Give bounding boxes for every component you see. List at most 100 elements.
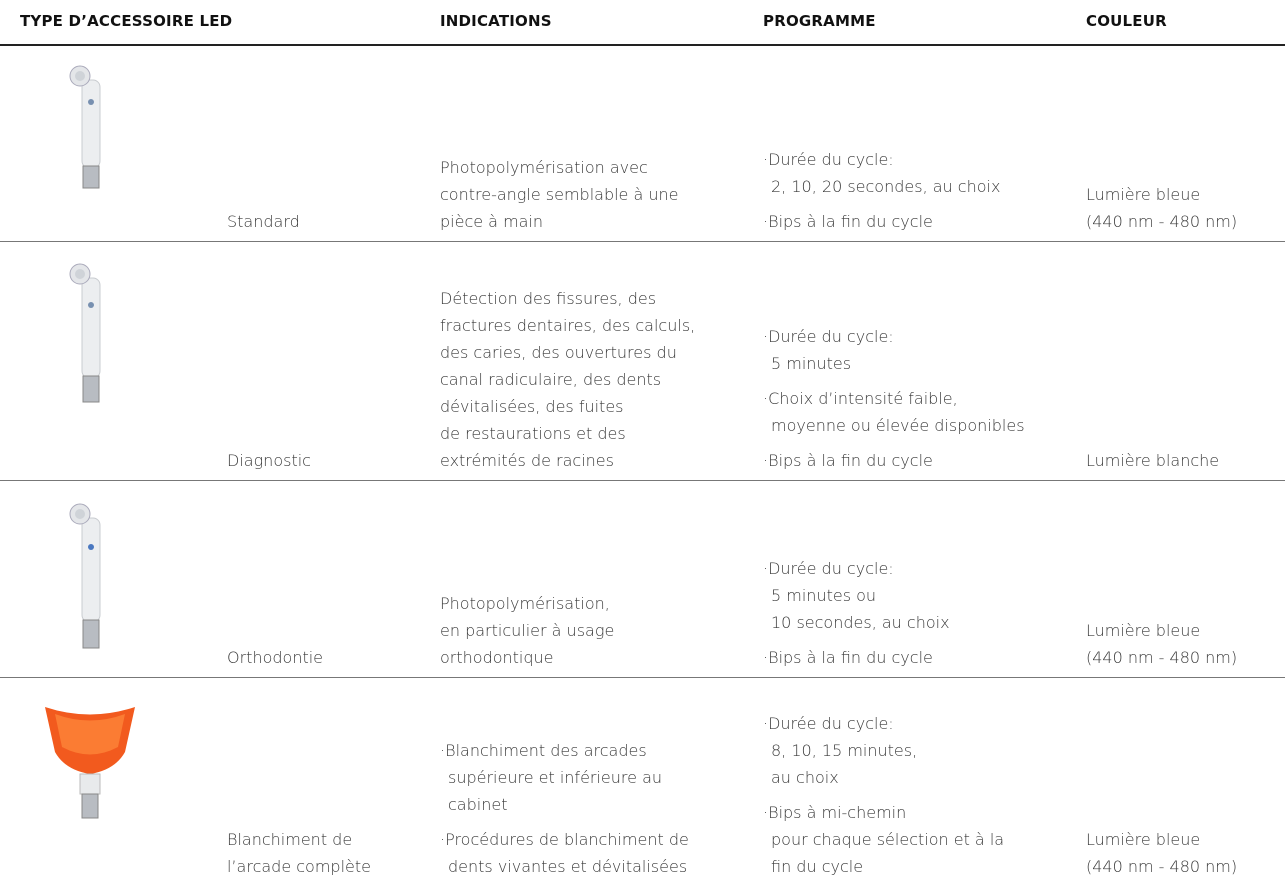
text-line: 5 minutes xyxy=(771,354,852,373)
product-image xyxy=(45,707,135,819)
table-cell: Lumière bleue (440 nm - 480 nm) xyxy=(1086,181,1281,235)
text-line: cabinet xyxy=(448,795,508,814)
text-line: ·Durée du cycle: xyxy=(763,559,894,578)
text-group: ·Durée du cycle: 2, 10, 20 secondes, au c… xyxy=(763,146,1073,200)
row-rule xyxy=(0,480,1285,481)
text-group: ·Durée du cycle: 8, 10, 15 minutes, au cho… xyxy=(763,710,1073,791)
text-line: Lumière bleue xyxy=(1086,621,1201,640)
table-cell: Orthodontie xyxy=(227,644,427,671)
text-line: l’arcade complète xyxy=(227,857,371,876)
text-line: dévitalisées, des fuites xyxy=(440,397,624,416)
text-group: Standard xyxy=(227,208,427,235)
text-group: ·Durée du cycle: 5 minutes xyxy=(763,323,1073,377)
text-line: pour chaque sélection et à la xyxy=(771,830,1005,849)
table-cell: Standard xyxy=(227,208,427,235)
text-line: 5 minutes ou xyxy=(771,586,877,605)
text-line: ·Blanchiment des arcades xyxy=(440,741,647,760)
text-group: Photopolymérisation avec contre-angle sem… xyxy=(440,154,750,235)
text-line: Lumière bleue xyxy=(1086,830,1201,849)
text-line: Standard xyxy=(227,212,300,231)
text-line: Blanchiment de xyxy=(227,830,353,849)
table-cell: Diagnostic xyxy=(227,447,427,474)
text-line: pièce à main xyxy=(440,212,544,231)
table-cell: Blanchiment de l’arcade complète xyxy=(227,826,427,880)
text-group: Diagnostic xyxy=(227,447,427,474)
text-line: ·Durée du cycle: xyxy=(763,150,894,169)
text-line: Détection des fissures, des xyxy=(440,289,657,308)
text-line: ·Choix d’intensité faible, xyxy=(763,389,958,408)
text-group: ·Bips à mi-chemin pour chaque sélection e… xyxy=(763,799,1073,880)
text-line: extrémités de racines xyxy=(440,451,614,470)
text-group: Photopolymérisation, en particulier à usa… xyxy=(440,590,750,671)
text-line: de restaurations et des xyxy=(440,424,626,443)
column-header: PROGRAMME xyxy=(763,12,876,30)
text-group: Lumière bleue (440 nm - 480 nm) xyxy=(1086,826,1281,880)
text-line: Photopolymérisation, xyxy=(440,594,610,613)
table-cell: Lumière bleue (440 nm - 480 nm) xyxy=(1086,826,1281,880)
table-cell: ·Durée du cycle: 5 minutes ·Choix d’intens… xyxy=(763,323,1073,474)
table-cell: ·Durée du cycle: 5 minutes ou 10 secondes,… xyxy=(763,555,1073,671)
handpiece xyxy=(69,65,101,189)
row-rule xyxy=(0,241,1285,242)
text-line: fractures dentaires, des calculs, xyxy=(440,316,696,335)
text-group: ·Bips à la fin du cycle xyxy=(763,447,1073,474)
table-cell: Photopolymérisation, en particulier à usa… xyxy=(440,590,750,671)
row-rule xyxy=(0,677,1285,678)
table-row: Diagnostic Détection des fissures, des fra… xyxy=(0,241,1285,480)
text-line: Lumière bleue xyxy=(1086,185,1201,204)
table-cell: ·Durée du cycle: 8, 10, 15 minutes, au cho… xyxy=(763,710,1073,880)
column-header: TYPE D’ACCESSOIRE LED xyxy=(20,12,233,30)
product-image xyxy=(69,263,101,403)
column-header: INDICATIONS xyxy=(440,12,552,30)
text-line: (440 nm - 480 nm) xyxy=(1086,857,1238,876)
text-group: ·Choix d’intensité faible, moyenne ou éle… xyxy=(763,385,1073,439)
text-line: en particulier à usage xyxy=(440,621,615,640)
text-group: Lumière blanche xyxy=(1086,447,1281,474)
text-group: ·Blanchiment des arcades supérieure et in… xyxy=(440,737,750,818)
text-line: (440 nm - 480 nm) xyxy=(1086,212,1238,231)
text-group: Orthodontie xyxy=(227,644,427,671)
table-cell: Détection des fissures, des fractures den… xyxy=(440,285,750,474)
text-line: supérieure et inférieure au xyxy=(448,768,663,787)
table-cell: Lumière blanche xyxy=(1086,447,1281,474)
text-line: ·Bips à la fin du cycle xyxy=(763,648,933,667)
text-line: canal radiculaire, des dents xyxy=(440,370,662,389)
header-rule xyxy=(0,44,1285,46)
text-line: ·Procédures de blanchiment de xyxy=(440,830,689,849)
text-line: Lumière blanche xyxy=(1086,451,1220,470)
table-row: Blanchiment de l’arcade complète ·Blanchim… xyxy=(0,677,1285,886)
text-line: moyenne ou élevée disponibles xyxy=(771,416,1025,435)
text-line: ·Bips à mi-chemin xyxy=(763,803,907,822)
text-group: ·Bips à la fin du cycle xyxy=(763,208,1073,235)
text-line: au choix xyxy=(771,768,839,787)
table-cell: ·Blanchiment des arcades supérieure et in… xyxy=(440,737,750,880)
column-header: COULEUR xyxy=(1086,12,1167,30)
text-line: orthodontique xyxy=(440,648,554,667)
product-image xyxy=(69,503,101,649)
text-line: ·Durée du cycle: xyxy=(763,327,894,346)
table-row: Standard Photopolymérisation avec contre-a… xyxy=(0,45,1285,241)
text-line: (440 nm - 480 nm) xyxy=(1086,648,1238,667)
text-line: des caries, des ouvertures du xyxy=(440,343,677,362)
text-line: contre-angle semblable à une xyxy=(440,185,679,204)
product-image xyxy=(69,65,101,189)
text-line: 2, 10, 20 secondes, au choix xyxy=(771,177,1001,196)
text-group: ·Bips à la fin du cycle xyxy=(763,644,1073,671)
text-line: Diagnostic xyxy=(227,451,311,470)
text-group: Blanchiment de l’arcade complète xyxy=(227,826,427,880)
text-line: dents vivantes et dévitalisées xyxy=(448,857,688,876)
handpiece xyxy=(69,503,101,649)
text-line: fin du cycle xyxy=(771,857,864,876)
table-cell: ·Durée du cycle: 2, 10, 20 secondes, au c… xyxy=(763,146,1073,235)
text-group: Lumière bleue (440 nm - 480 nm) xyxy=(1086,617,1281,671)
table-cell: Lumière bleue (440 nm - 480 nm) xyxy=(1086,617,1281,671)
text-line: 10 secondes, au choix xyxy=(771,613,950,632)
table-row: Orthodontie Photopolymérisation, en partic… xyxy=(0,480,1285,677)
text-group: Lumière bleue (440 nm - 480 nm) xyxy=(1086,181,1281,235)
text-line: ·Durée du cycle: xyxy=(763,714,894,733)
table-cell: Photopolymérisation avec contre-angle sem… xyxy=(440,154,750,235)
text-line: Photopolymérisation avec xyxy=(440,158,648,177)
text-line: ·Bips à la fin du cycle xyxy=(763,451,933,470)
text-group: Détection des fissures, des fractures den… xyxy=(440,285,750,474)
